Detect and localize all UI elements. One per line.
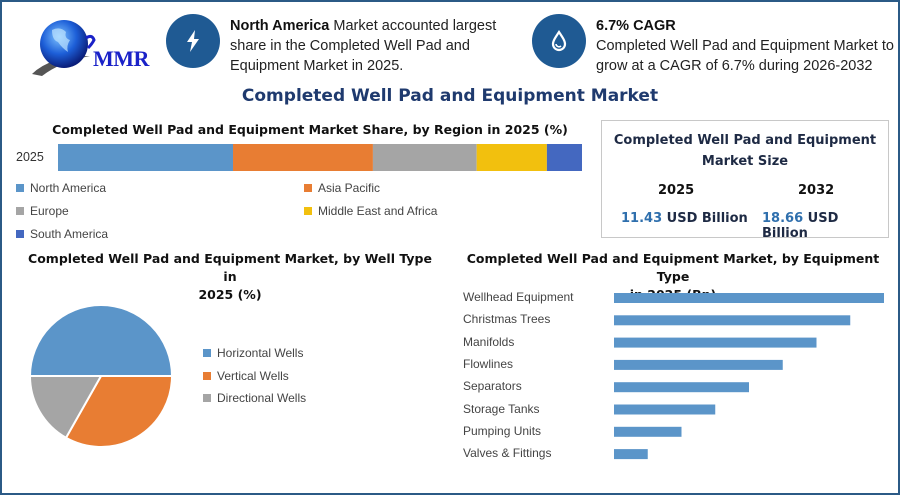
equipment-bar-flowlines — [614, 359, 783, 370]
well-type-pie — [28, 304, 174, 448]
equipment-bar-christmas-trees — [614, 315, 851, 326]
market-size-year-2032: 2032 — [798, 183, 835, 198]
globe-icon — [32, 20, 96, 76]
equipment-category-label: Valves & Fittings — [463, 446, 552, 461]
legend-label: Vertical Wells — [217, 369, 289, 383]
legend-swatch — [304, 184, 312, 192]
market-size-number: 18.66 — [762, 211, 804, 226]
lightning-icon — [187, 30, 199, 52]
legend-label: Europe — [30, 204, 69, 218]
equipment-bar-separators — [614, 382, 749, 393]
legend-item-asia-pacific: Asia Pacific — [304, 181, 380, 195]
equipment-category-label: Pumping Units — [463, 423, 542, 438]
equipment-category-label: Flowlines — [463, 356, 514, 371]
highlight-icon-badge — [532, 14, 586, 68]
legend-item-vertical-wells: Vertical Wells — [203, 369, 289, 383]
market-size-value-2025: 11.43 USD Billion — [621, 211, 748, 226]
pie-slice-directional-wells — [28, 375, 103, 440]
market-size-title-line: Market Size — [701, 154, 789, 169]
highlight-bold: 6.7% CAGR — [596, 18, 676, 34]
legend-swatch — [16, 230, 24, 238]
region-chart-title: Completed Well Pad and Equipment Market … — [52, 122, 568, 137]
legend-label: Horizontal Wells — [217, 346, 304, 360]
legend-item-north-america: North America — [16, 181, 106, 195]
highlight-icon-badge — [166, 14, 220, 68]
equipment-bars — [614, 293, 884, 460]
well-type-chart-title: Completed Well Pad and Equipment Market,… — [20, 250, 440, 304]
market-size-number: 11.43 — [621, 211, 663, 226]
highlight-bold: North America — [230, 18, 330, 34]
region-segment-europe — [372, 144, 477, 171]
market-size-card: Completed Well Pad and Equipment Market … — [601, 120, 889, 241]
pie-slice-horizontal-wells — [28, 304, 174, 377]
page-title: Completed Well Pad and Equipment Market — [241, 86, 659, 106]
market-size-unit: USD Billion — [762, 211, 839, 241]
legend-swatch — [304, 207, 312, 215]
pie-slice-vertical-wells — [64, 375, 174, 448]
oil-drop-icon — [551, 30, 567, 52]
market-size-title-line: Completed Well Pad and Equipment — [613, 133, 877, 148]
legend-label: Asia Pacific — [318, 181, 381, 195]
region-stacked-bar — [58, 144, 582, 171]
logo-text: MMR — [93, 46, 149, 71]
legend-item-horizontal-wells: Horizontal Wells — [203, 346, 303, 360]
highlight-north-america: North America Market accounted largest s… — [230, 16, 520, 76]
market-size-title: Completed Well Pad and Equipment Market … — [602, 130, 888, 172]
region-segment-asia-pacific — [233, 144, 373, 171]
legend-swatch — [16, 207, 24, 215]
equipment-category-label: Separators — [463, 379, 522, 394]
highlight-text: Completed Well Pad and Equipment Market … — [596, 38, 894, 74]
equipment-bar-pumping-units — [614, 426, 682, 437]
region-segment-south-america — [546, 144, 582, 171]
equipment-bar-wellhead-equipment — [614, 293, 884, 303]
equipment-category-label: Christmas Trees — [463, 312, 551, 327]
highlight-text: Market accounted largest share in the Co… — [230, 18, 497, 74]
chart-title-line: Completed Well Pad and Equipment Market,… — [28, 251, 432, 284]
highlight-cagr: 6.7% CAGR Completed Well Pad and Equipme… — [596, 16, 896, 76]
legend-label: Directional Wells — [217, 391, 307, 405]
market-size-value-2032: 18.66 USD Billion — [762, 211, 888, 241]
legend-label: Middle East and Africa — [318, 204, 438, 218]
market-size-year-2025: 2025 — [658, 183, 695, 198]
mmr-logo: MMR — [30, 16, 149, 78]
legend-swatch — [203, 349, 211, 357]
legend-swatch — [203, 372, 211, 380]
region-segment-middle-east-and-africa — [476, 144, 547, 171]
equipment-category-label: Wellhead Equipment — [463, 290, 574, 304]
legend-item-middle-east-africa: Middle East and Africa — [304, 204, 437, 218]
chart-title-line: Completed Well Pad and Equipment Market,… — [466, 251, 880, 284]
market-size-unit: USD Billion — [662, 211, 748, 226]
chart-title-line: 2025 (%) — [198, 287, 262, 302]
equipment-bar-valves-fittings — [614, 449, 648, 460]
equipment-category-label: Storage Tanks — [463, 401, 540, 416]
region-segment-north-america — [58, 144, 234, 171]
equipment-bar-manifolds — [614, 337, 817, 348]
legend-swatch — [203, 394, 211, 402]
legend-label: North America — [30, 181, 107, 195]
legend-label: South America — [30, 227, 109, 241]
region-category-label: 2025 — [16, 150, 44, 164]
legend-item-south-america: South America — [16, 227, 108, 241]
legend-item-europe: Europe — [16, 204, 69, 218]
legend-swatch — [16, 184, 24, 192]
equipment-category-label: Manifolds — [463, 334, 515, 349]
legend-item-directional-wells: Directional Wells — [203, 391, 306, 405]
equipment-bar-storage-tanks — [614, 404, 716, 415]
